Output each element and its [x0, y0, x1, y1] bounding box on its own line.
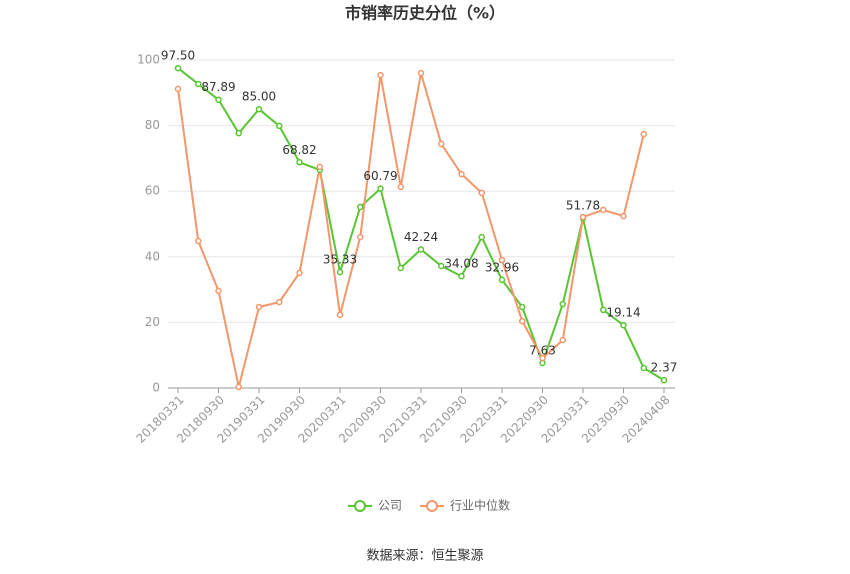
data-point [660, 376, 668, 384]
y-tick-label: 40 [145, 249, 160, 263]
data-point [296, 269, 303, 277]
data-point [235, 383, 242, 391]
data-label: 68.82 [282, 143, 316, 157]
data-point [377, 185, 384, 192]
data-point [458, 170, 465, 178]
data-label: 34.08 [444, 257, 478, 271]
source: 数据来源：恒生聚源 [366, 549, 483, 564]
data-point [600, 306, 607, 314]
chart-title: 市销率历史分位（%） [345, 4, 505, 23]
data-point [640, 364, 647, 372]
series-line [177, 72, 645, 388]
data-point [600, 206, 607, 214]
data-point [276, 298, 283, 306]
legend: 公司 行业中位数 [348, 498, 510, 513]
data-label: 87.89 [201, 80, 235, 94]
data-point [174, 64, 182, 72]
data-point [397, 264, 404, 272]
data-point [478, 189, 485, 197]
y-tick-label: 20 [145, 315, 160, 329]
data-point [296, 159, 303, 166]
data-point [519, 303, 526, 311]
data-point [640, 130, 647, 138]
data-point [357, 233, 364, 241]
data-point [539, 354, 546, 362]
data-label: 19.14 [606, 306, 640, 320]
data-point [579, 213, 587, 221]
data-point [498, 276, 506, 284]
data-point [438, 140, 445, 148]
data-point [316, 163, 323, 171]
data-label: 60.79 [363, 169, 397, 183]
data-point [235, 129, 242, 137]
data-label: 51.78 [566, 199, 600, 213]
data-point [215, 96, 222, 103]
data-point [478, 233, 485, 241]
data-point [417, 69, 425, 77]
data-point [498, 256, 506, 264]
data-point [458, 272, 465, 280]
legend-label: 公司 [378, 499, 402, 513]
y-tick-label: 100 [137, 53, 160, 67]
data-point [559, 336, 566, 344]
data-point [357, 203, 364, 211]
data-point [397, 183, 404, 191]
y-tick-label: 0 [152, 381, 160, 395]
data-label: 2.37 [651, 361, 678, 375]
series-line [177, 67, 665, 382]
data-point [336, 311, 344, 319]
data-point [255, 303, 263, 311]
data-label: 35.33 [323, 253, 357, 267]
y-tick-label: 60 [145, 184, 160, 198]
y-tick-label: 80 [145, 118, 160, 132]
data-point [336, 268, 344, 276]
legend-label: 行业中位数 [450, 498, 510, 513]
data-label: 32.96 [485, 260, 519, 274]
data-point [377, 71, 384, 79]
data-label: 42.24 [404, 230, 438, 244]
data-point [215, 287, 222, 295]
data-point [255, 105, 263, 113]
data-label: 85.00 [242, 90, 276, 104]
data-point [620, 321, 627, 329]
data-point [195, 80, 202, 88]
data-point [174, 85, 182, 93]
legend-marker [354, 500, 366, 512]
data-label: 97.50 [161, 49, 195, 63]
data-point [417, 246, 425, 253]
legend-marker [426, 500, 439, 512]
data-label: 7.63 [529, 343, 556, 357]
data-point [276, 122, 283, 130]
data-point [438, 262, 445, 270]
data-point [195, 237, 202, 245]
data-point [559, 300, 566, 308]
data-point [519, 317, 526, 325]
data-point [620, 212, 627, 220]
